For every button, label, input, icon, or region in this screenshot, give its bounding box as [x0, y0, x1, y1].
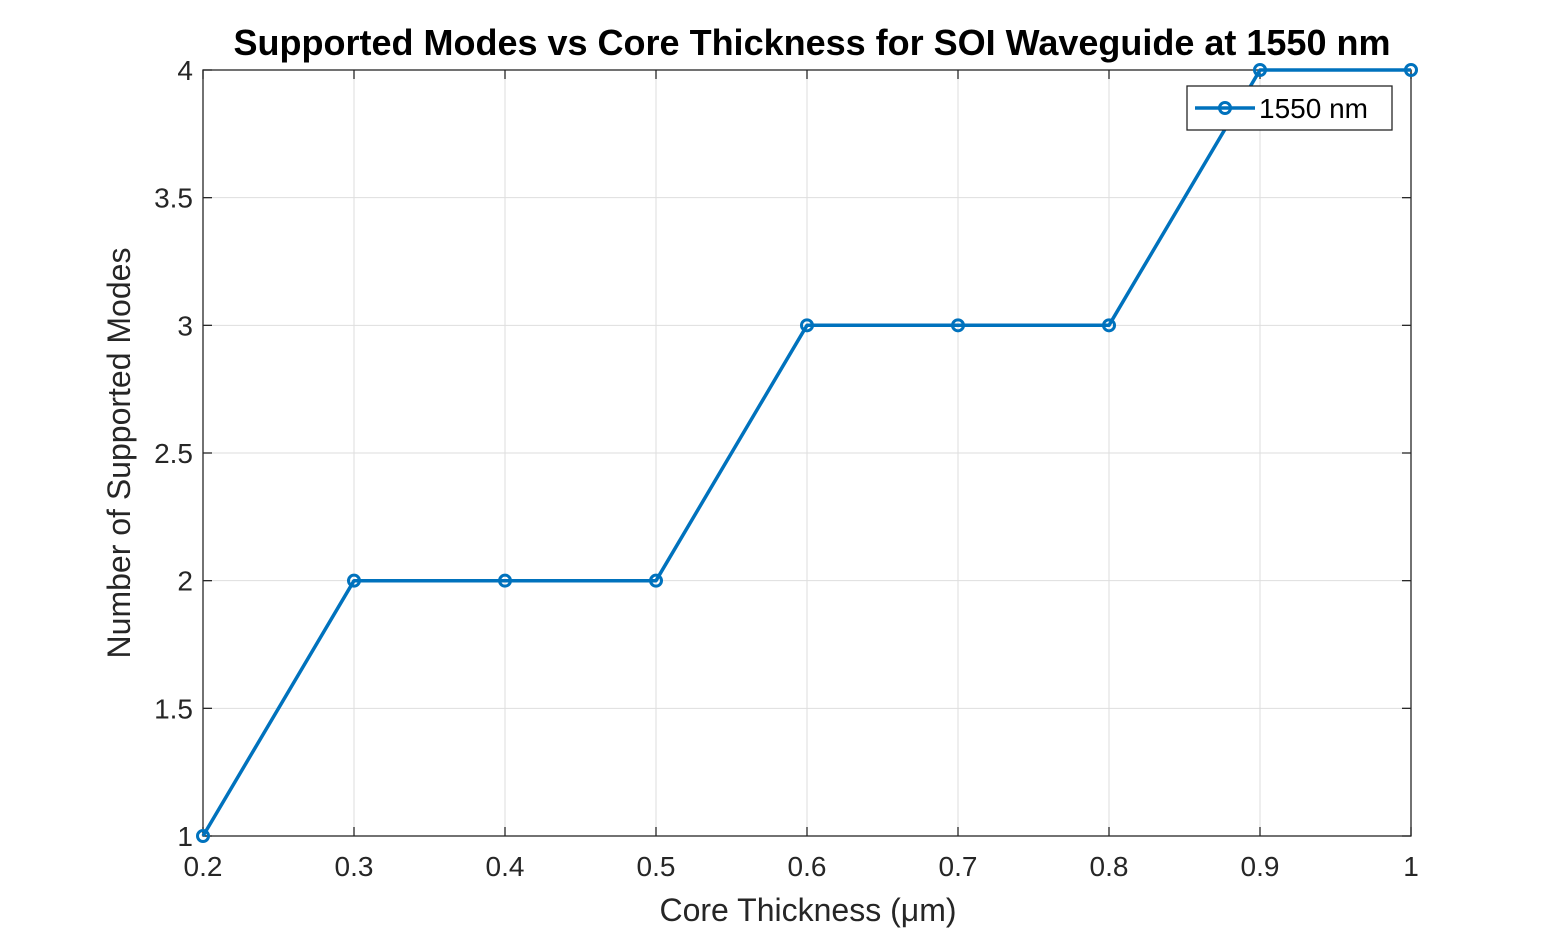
- legend-label: 1550 nm: [1259, 93, 1368, 124]
- y-tick-label: 3: [177, 310, 193, 341]
- y-tick-label: 1.5: [154, 693, 193, 724]
- data-point: [1253, 63, 1267, 77]
- x-tick-label: 0.4: [486, 851, 525, 882]
- data-point: [1404, 63, 1418, 77]
- data-point: [800, 318, 814, 333]
- y-tick-label: 3.5: [154, 183, 193, 214]
- grid: [202, 69, 1412, 837]
- x-tick-label: 0.3: [335, 851, 374, 882]
- chart-title: Supported Modes vs Core Thickness for SO…: [234, 22, 1391, 63]
- x-tick-label: 0.2: [184, 851, 223, 882]
- x-tick-label: 0.7: [939, 851, 978, 882]
- y-tick-label: 1: [177, 821, 193, 852]
- x-tick-label: 0.5: [637, 851, 676, 882]
- ticks: 0.2 0.3 0.4 0.5 0.6 0.7 0.8 0.9 1 1 1.5 2 2.5 3 3.5 4: [154, 55, 1419, 882]
- series-line: [201, 68, 1411, 837]
- data-point: [1102, 318, 1116, 333]
- x-axis-label: Core Thickness (μm): [659, 892, 956, 928]
- data-point: [649, 573, 663, 588]
- y-axis-label: Number of Supported Modes: [101, 248, 137, 659]
- y-tick-label: 2.5: [154, 438, 193, 469]
- x-tick-label: 0.8: [1090, 851, 1129, 882]
- x-tick-label: 0.9: [1241, 851, 1280, 882]
- x-tick-label: 1: [1403, 851, 1419, 882]
- legend: 1550 nm: [1186, 85, 1393, 131]
- legend-marker: [1218, 101, 1232, 115]
- data-point: [196, 829, 210, 843]
- data-point: [498, 573, 512, 588]
- data-point: [951, 318, 965, 333]
- y-tick-label: 4: [177, 55, 193, 86]
- data-point: [347, 573, 361, 588]
- y-tick-label: 2: [177, 566, 193, 597]
- x-tick-label: 0.6: [788, 851, 827, 882]
- series-layer: [196, 63, 1418, 843]
